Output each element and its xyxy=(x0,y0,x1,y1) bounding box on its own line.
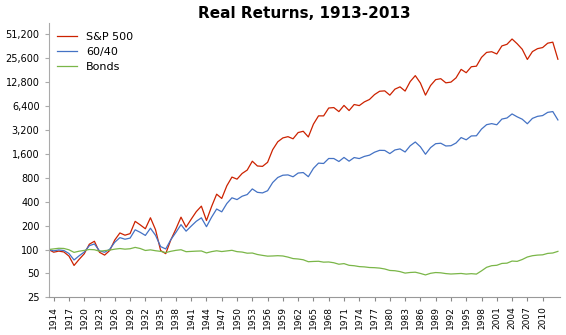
Bonds xyxy=(132,245,139,249)
60/40 xyxy=(356,156,363,160)
60/40 xyxy=(407,144,414,148)
Line: Bonds: Bonds xyxy=(49,247,558,275)
60/40 xyxy=(45,248,52,252)
Bonds xyxy=(555,249,561,253)
S&P 500 xyxy=(407,79,414,83)
Line: 60/40: 60/40 xyxy=(49,112,558,260)
S&P 500 xyxy=(285,135,291,139)
Bonds xyxy=(422,273,429,277)
S&P 500 xyxy=(71,263,78,267)
S&P 500 xyxy=(509,37,516,41)
60/40 xyxy=(285,173,291,177)
Bonds xyxy=(438,271,444,275)
60/40 xyxy=(432,142,439,146)
S&P 500 xyxy=(356,104,363,108)
60/40 xyxy=(550,110,556,114)
S&P 500 xyxy=(45,248,52,252)
Line: S&P 500: S&P 500 xyxy=(49,39,558,265)
Bonds xyxy=(81,249,88,253)
60/40 xyxy=(555,118,561,122)
Bonds xyxy=(407,270,414,274)
Bonds xyxy=(45,248,52,252)
60/40 xyxy=(178,223,185,227)
60/40 xyxy=(86,244,93,248)
S&P 500 xyxy=(86,242,93,246)
Legend: S&P 500, 60/40, Bonds: S&P 500, 60/40, Bonds xyxy=(54,29,137,75)
S&P 500 xyxy=(178,215,185,219)
Bonds xyxy=(285,255,291,259)
Bonds xyxy=(178,248,185,252)
S&P 500 xyxy=(555,57,561,61)
S&P 500 xyxy=(432,78,439,82)
Bonds xyxy=(356,265,363,269)
60/40 xyxy=(71,258,78,262)
Title: Real Returns, 1913-2013: Real Returns, 1913-2013 xyxy=(198,6,411,20)
